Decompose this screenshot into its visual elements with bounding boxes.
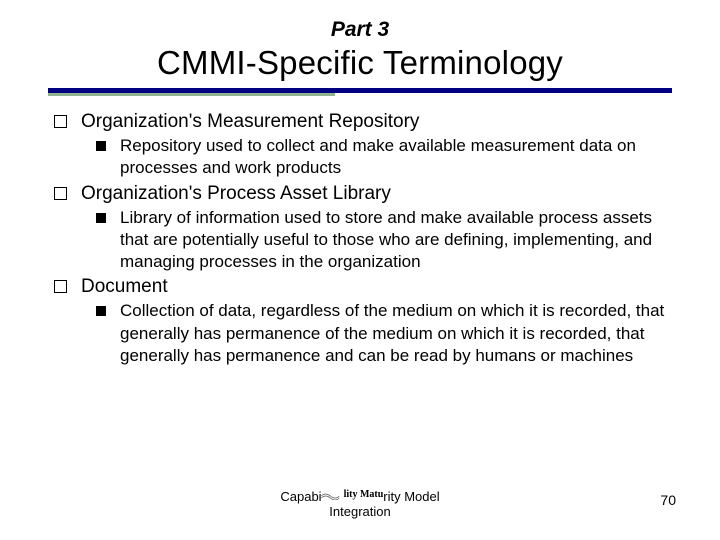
lvl1-label: Document <box>81 275 168 299</box>
list-item: Document <box>54 275 672 299</box>
slide-title: CMMI-Specific Terminology <box>48 44 672 82</box>
filled-square-icon <box>96 213 106 223</box>
footer-text-left: Capabi <box>280 489 321 504</box>
lvl2-text: Collection of data, regardless of the me… <box>120 300 672 366</box>
slide: Part 3 CMMI-Specific Terminology Organiz… <box>0 0 720 540</box>
hollow-square-icon <box>54 115 67 128</box>
footer-center: Capabi lity Maturity Model Integration <box>280 490 439 520</box>
underline-accent <box>48 93 335 96</box>
title-underline <box>48 88 672 96</box>
hollow-square-icon <box>54 187 67 200</box>
filled-square-icon <box>96 141 106 151</box>
hollow-square-icon <box>54 280 67 293</box>
list-subitem: Library of information used to store and… <box>96 207 672 273</box>
lvl1-label: Organization's Process Asset Library <box>81 182 391 206</box>
list-item: Organization's Process Asset Library <box>54 182 672 206</box>
slide-footer: Capabi lity Maturity Model Integration 70 <box>0 490 720 526</box>
list-subitem: Repository used to collect and make avai… <box>96 135 672 179</box>
lvl2-text: Library of information used to store and… <box>120 207 672 273</box>
list-subitem: Collection of data, regardless of the me… <box>96 300 672 366</box>
lvl2-text: Repository used to collect and make avai… <box>120 135 672 179</box>
page-number: 70 <box>660 492 676 508</box>
sei-text: lity Matu <box>344 489 384 501</box>
footer-text-right: rity Model <box>383 489 439 504</box>
footer-line1: Capabi lity Maturity Model <box>280 490 439 505</box>
lvl1-label: Organization's Measurement Repository <box>81 110 419 134</box>
footer-line2: Integration <box>280 505 439 520</box>
list-item: Organization's Measurement Repository <box>54 110 672 134</box>
sei-logo-icon <box>322 490 340 500</box>
part-label: Part 3 <box>48 18 672 42</box>
content-body: Organization's Measurement Repository Re… <box>48 110 672 367</box>
filled-square-icon <box>96 306 106 316</box>
sei-overlay: lity Matu <box>322 489 384 501</box>
